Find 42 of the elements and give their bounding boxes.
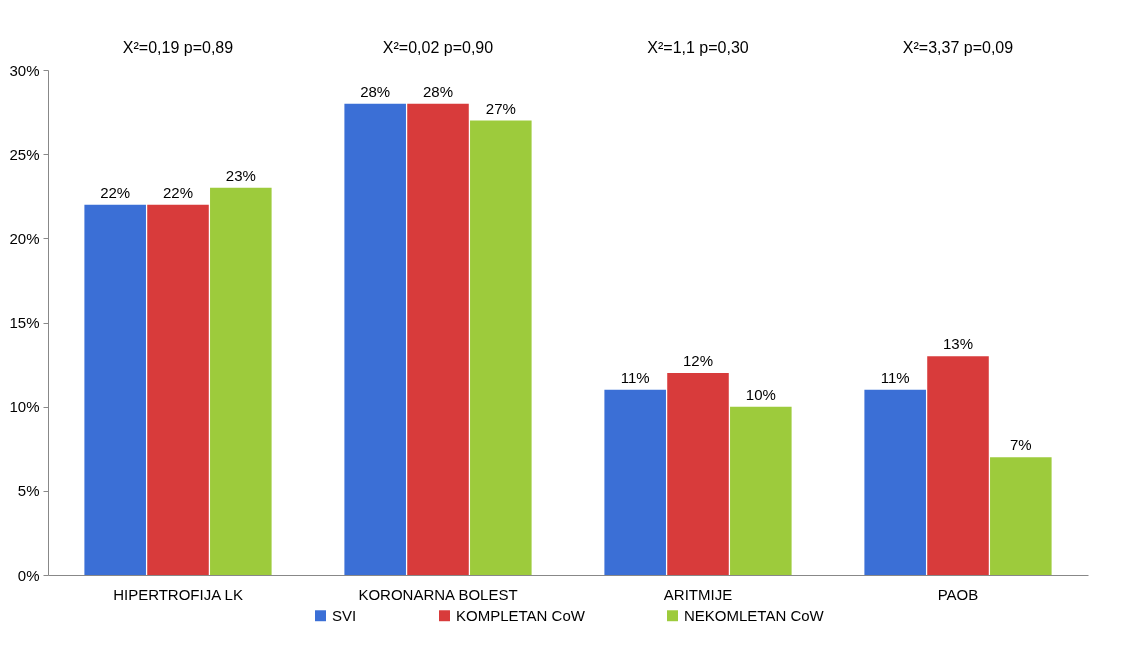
- bar: [990, 457, 1052, 575]
- text: X²=0,02 p=0,90: [382, 39, 494, 56]
- text: X²=3,37 p=0,09: [902, 39, 1014, 56]
- data-label: 22%: [162, 183, 194, 201]
- y-tick-label: 30%: [9, 61, 40, 79]
- data-label: 27%: [485, 99, 516, 117]
- data-label: 28%: [360, 82, 391, 100]
- bar: [344, 103, 406, 575]
- legend-label: SVI: [332, 606, 357, 624]
- bar: [730, 406, 792, 575]
- data-label: 13%: [942, 335, 974, 353]
- data-label: 10%: [745, 385, 776, 403]
- y-tick-label: 20%: [9, 229, 40, 247]
- text: X²=0,19 p=0,89: [122, 39, 234, 56]
- data-label: 28%: [422, 82, 454, 100]
- bar: [604, 389, 666, 575]
- bar: [927, 356, 989, 575]
- y-tick-label: 10%: [9, 398, 40, 416]
- data-label: 7%: [1009, 436, 1032, 454]
- y-tick-label: 0%: [17, 566, 40, 584]
- data-label: 11%: [880, 368, 910, 386]
- bar: [84, 204, 146, 575]
- legend-label: KOMPLETAN CoW: [456, 606, 586, 624]
- bar: [470, 120, 532, 575]
- bar: [147, 204, 209, 575]
- text: X²=1,1 p=0,30: [647, 39, 749, 56]
- x-tick-label: ARITMIJE: [663, 585, 733, 603]
- data-label: 11%: [620, 368, 650, 386]
- legend-label: NEKOMLETAN CoW: [684, 606, 825, 624]
- y-tick-label: 15%: [9, 314, 40, 331]
- x-tick-label: HIPERTROFIJA LK: [113, 585, 243, 603]
- x-tick-label: KORONARNA BOLEST: [358, 585, 518, 603]
- y-tick-label: 5%: [17, 482, 40, 500]
- bar: [210, 187, 272, 575]
- bar: [864, 389, 926, 575]
- data-label: 22%: [100, 183, 131, 201]
- x-tick-label: PAOB: [937, 585, 979, 603]
- bar: [407, 103, 469, 575]
- data-label: 12%: [682, 352, 714, 369]
- data-label: 23%: [225, 166, 256, 184]
- y-tick-label: 25%: [9, 145, 40, 163]
- bar: [667, 373, 729, 575]
